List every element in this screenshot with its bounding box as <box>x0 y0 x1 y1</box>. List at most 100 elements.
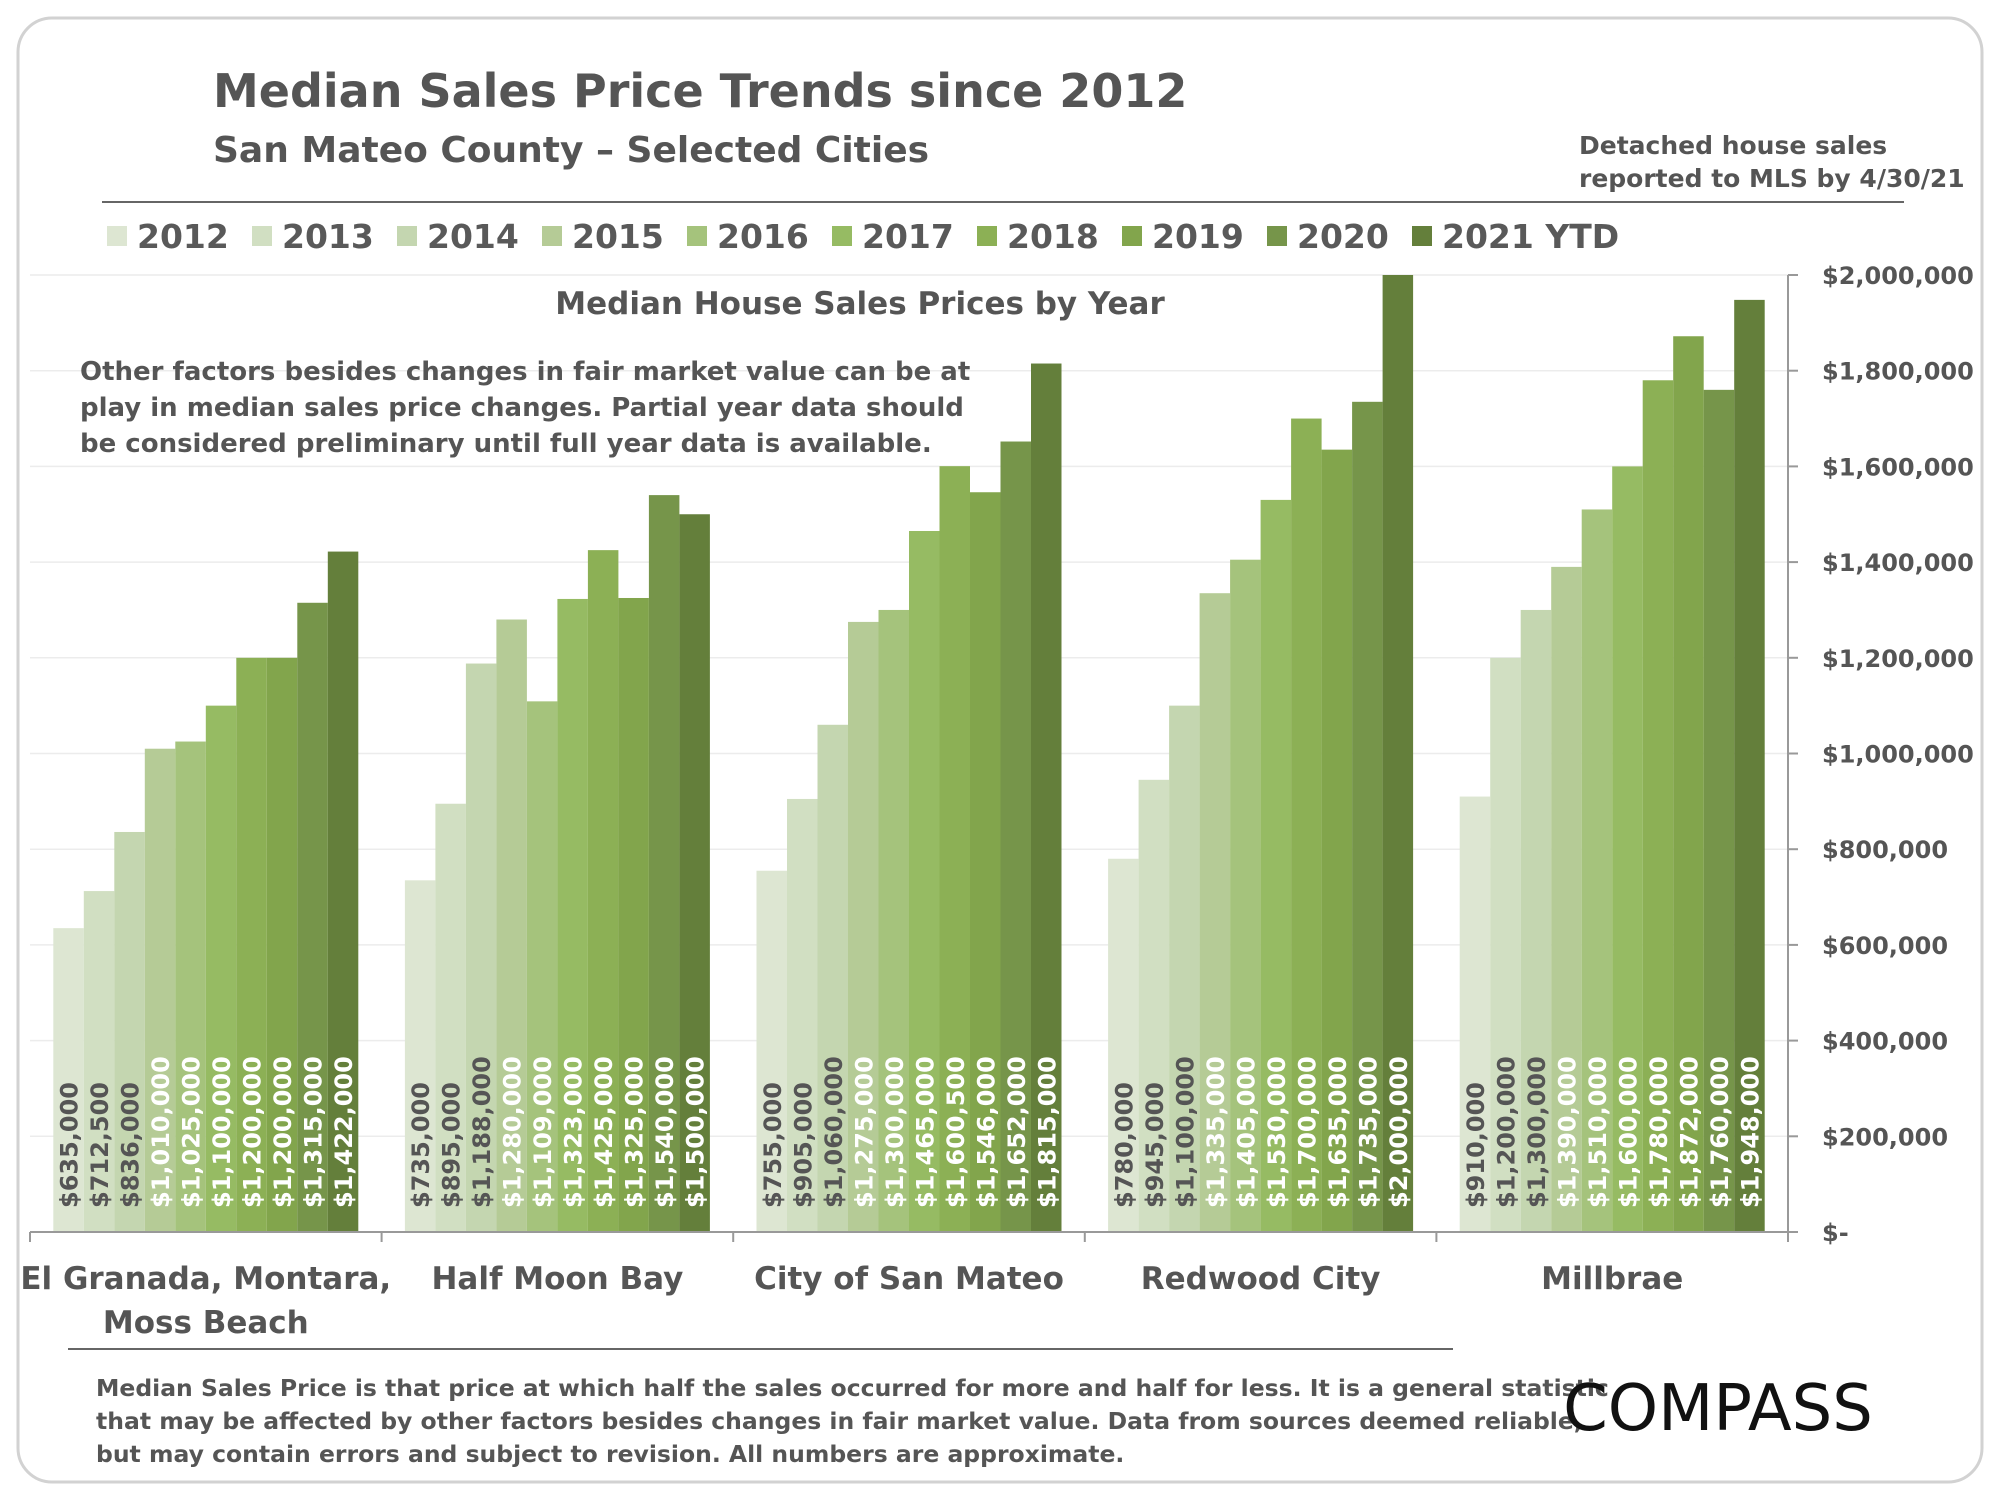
x-category-label: Moss Beach <box>103 1305 309 1341</box>
legend-label: 2021 YTD <box>1442 217 1619 256</box>
legend-label: 2014 <box>427 217 519 256</box>
bar <box>526 701 558 1232</box>
bar-value-label: $755,000 <box>759 1082 787 1208</box>
legend: 2012 2013 2014 2015 2016 2017 2018 2019 2020 2021… <box>107 217 1619 256</box>
bar-value-label: $2,000,000 <box>1385 1056 1413 1208</box>
bar <box>1581 509 1613 1233</box>
source-note-line1: Detached house sales <box>1579 131 1887 160</box>
legend-swatch <box>542 226 562 246</box>
bar <box>909 530 940 1232</box>
x-category-label: El Granada, Montara, <box>20 1261 391 1297</box>
page-subtitle: San Mateo County – Selected Cities <box>213 130 929 171</box>
bar-value-label: $1,200,000 <box>269 1056 297 1208</box>
y-tick-label: $1,000,000 <box>1822 741 1974 769</box>
bar-value-label: $1,510,000 <box>1584 1056 1612 1208</box>
bar <box>1551 566 1582 1232</box>
bar-value-label: $1,315,000 <box>300 1056 328 1208</box>
bar <box>679 514 710 1232</box>
legend-swatch <box>832 226 852 246</box>
y-tick-label: $1,200,000 <box>1822 645 1974 673</box>
bar-value-label: $1,948,000 <box>1736 1056 1764 1208</box>
bar-value-label: $1,546,000 <box>972 1056 1000 1208</box>
bar-value-label: $1,390,000 <box>1553 1056 1581 1208</box>
bar-value-label: $836,000 <box>117 1082 145 1208</box>
bar-value-label: $895,000 <box>438 1082 466 1208</box>
bar-value-label: $1,600,000 <box>1614 1056 1642 1208</box>
legend-label: 2019 <box>1152 217 1244 256</box>
x-category-label: City of San Mateo <box>754 1261 1064 1297</box>
legend-swatch <box>252 226 272 246</box>
bar-value-label: $1,540,000 <box>651 1056 679 1208</box>
bar-value-label: $1,760,000 <box>1706 1056 1734 1208</box>
bar <box>435 803 466 1232</box>
y-tick-label: $2,000,000 <box>1822 262 1974 290</box>
bar <box>53 928 84 1232</box>
y-tick-label: $400,000 <box>1822 1028 1948 1056</box>
bar-value-label: $1,188,000 <box>468 1056 496 1208</box>
annotation-line1: Other factors besides changes in fair ma… <box>80 357 970 387</box>
bar <box>1459 796 1491 1232</box>
page-title: Median Sales Price Trends since 2012 <box>213 64 1187 118</box>
bar-value-label: $1,635,000 <box>1324 1056 1352 1208</box>
bar-value-label: $1,652,000 <box>1003 1056 1031 1208</box>
legend-label: 2020 <box>1297 217 1389 256</box>
bar <box>1230 559 1261 1232</box>
bar <box>878 609 909 1232</box>
bar-value-label: $1,280,000 <box>499 1056 527 1208</box>
bar-value-label: $1,872,000 <box>1675 1056 1703 1208</box>
legend-swatch <box>1267 226 1287 246</box>
y-tick-label: $1,400,000 <box>1822 549 1974 577</box>
bar-value-label: $1,465,000 <box>911 1056 939 1208</box>
bar <box>939 466 970 1232</box>
bar-value-label: $1,500,000 <box>682 1056 710 1208</box>
footer-line3: but may contain errors and subject to re… <box>96 1440 1124 1468</box>
bar <box>1734 299 1765 1233</box>
bar-value-label: $1,060,000 <box>820 1056 848 1208</box>
bar-value-label: $1,323,000 <box>560 1056 588 1208</box>
x-category-label: Millbrae <box>1541 1261 1683 1297</box>
bar <box>1382 275 1414 1232</box>
bar <box>848 621 879 1232</box>
bar-value-label: $1,335,000 <box>1202 1056 1230 1208</box>
bar <box>1673 336 1704 1232</box>
bar <box>144 748 176 1232</box>
bar-value-label: $780,000 <box>1110 1082 1138 1208</box>
chart-title: Median House Sales Prices by Year <box>555 286 1165 322</box>
bar <box>1260 499 1292 1232</box>
bar-value-label: $905,000 <box>789 1082 817 1208</box>
bar-value-label: $1,300,000 <box>1523 1056 1551 1208</box>
bar <box>787 798 818 1232</box>
bar-value-label: $1,530,000 <box>1263 1056 1291 1208</box>
bar-value-label: $1,425,000 <box>590 1056 618 1208</box>
bar <box>266 657 298 1232</box>
bar <box>114 831 145 1232</box>
y-tick-label: $800,000 <box>1822 836 1948 864</box>
legend-swatch <box>107 226 127 246</box>
bar <box>1642 380 1674 1232</box>
bar-value-label: $1,700,000 <box>1293 1056 1321 1208</box>
bar <box>297 602 328 1232</box>
bar <box>1612 466 1643 1232</box>
bar <box>756 870 787 1232</box>
bar <box>817 724 848 1232</box>
source-note-line2: reported to MLS by 4/30/21 <box>1579 164 1965 193</box>
bar <box>1199 593 1231 1232</box>
bar-value-label: $1,010,000 <box>147 1056 175 1208</box>
bar <box>1031 363 1062 1233</box>
y-tick-label: $600,000 <box>1822 932 1948 960</box>
bar <box>587 550 619 1232</box>
bar <box>648 495 680 1232</box>
compass-logo: COMPASS <box>1563 1372 1873 1446</box>
bar <box>83 891 115 1232</box>
bar-value-label: $1,325,000 <box>621 1056 649 1208</box>
bar <box>465 663 497 1232</box>
bar-value-label: $1,600,500 <box>942 1056 970 1208</box>
bar-value-label: $1,200,000 <box>239 1056 267 1208</box>
legend-label: 2016 <box>717 217 809 256</box>
bar <box>1108 858 1139 1232</box>
legend-swatch <box>687 226 707 246</box>
bar-value-label: $735,000 <box>407 1082 435 1208</box>
bar <box>1490 657 1521 1232</box>
